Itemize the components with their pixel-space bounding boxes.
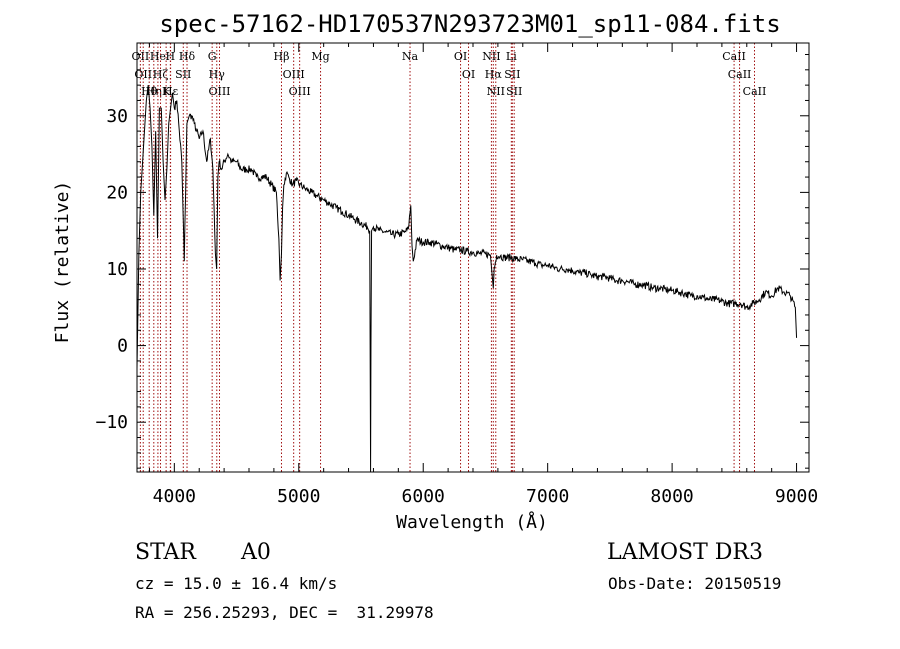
- line-marker-label-20: OI: [462, 68, 475, 81]
- line-marker-label-17: Mg: [311, 50, 329, 63]
- y-tick-label-2: 10: [106, 259, 128, 280]
- y-axis-label: Flux (relative): [52, 181, 73, 344]
- line-marker-label-24: Li: [506, 50, 517, 63]
- line-marker-label-25: SII: [504, 68, 520, 81]
- line-marker-label-2: Hθ: [141, 85, 158, 98]
- line-marker-label-15: OIII: [283, 68, 305, 81]
- obs-date-text: Obs-Date: 20150519: [608, 574, 782, 593]
- y-tick-label-4: 30: [106, 106, 128, 127]
- plot-frame: [136, 42, 810, 473]
- x-tick-label-1: 5000: [277, 486, 320, 507]
- line-marker-label-10: Hδ: [179, 50, 196, 63]
- line-marker-label-16: OIII: [289, 85, 311, 98]
- line-marker-label-22: Hα: [485, 68, 503, 81]
- line-marker-label-1: OII: [134, 68, 152, 81]
- line-marker-label-3: Hη: [146, 85, 162, 98]
- axes-layer: 4000 5000 6000 7000 8000 9000 −10 0 10 20 30: [95, 43, 818, 507]
- redshift-text: cz = 15.0 ± 16.4 km/s: [135, 574, 338, 593]
- object-class: STAR: [135, 540, 196, 565]
- line-marker-label-8: Hε: [163, 85, 179, 98]
- line-marker-label-11: G: [208, 50, 217, 63]
- coordinates-text: RA = 256.25293, DEC = 31.29978: [135, 603, 434, 622]
- x-tick-label-3: 7000: [526, 486, 569, 507]
- line-marker-label-18: Na: [402, 50, 419, 63]
- line-marker-label-6: K: [162, 85, 171, 98]
- x-tick-label-5: 9000: [775, 486, 818, 507]
- line-marker-label-12: Hγ: [209, 68, 226, 81]
- spectrum-line-0: [137, 85, 798, 472]
- line-marker-label-27: CaII: [722, 50, 746, 63]
- survey-name: LAMOST DR3: [607, 540, 763, 565]
- y-tick-label-1: 0: [117, 336, 128, 357]
- line-marker-label-28: CaII: [728, 68, 752, 81]
- x-tick-label-0: 4000: [153, 486, 196, 507]
- line-marker-label-7: H: [166, 50, 176, 63]
- line-marker-label-19: OI: [454, 50, 467, 63]
- line-marker-label-9: SII: [175, 68, 191, 81]
- line-marker-label-4: He: [150, 50, 166, 63]
- line-marker-label-23: NII: [487, 85, 505, 98]
- line-marker-label-13: OIII: [208, 85, 230, 98]
- line-marker-label-0: OII: [132, 50, 150, 63]
- line-marker-label-5: Hζ: [153, 68, 169, 81]
- line-marker-label-26: SII: [506, 85, 522, 98]
- chart-title: spec-57162-HD170537N293723M01_sp11-084.f…: [159, 10, 780, 38]
- line-marker-label-21: NII: [482, 50, 500, 63]
- x-tick-label-4: 8000: [650, 486, 693, 507]
- y-tick-label-3: 20: [106, 182, 128, 203]
- x-tick-label-2: 6000: [402, 486, 445, 507]
- spectral-subclass: A0: [241, 540, 271, 565]
- line-marker-label-14: Hβ: [274, 50, 290, 63]
- series-layer: [137, 85, 798, 472]
- y-tick-label-0: −10: [95, 412, 128, 433]
- line-marker-label-29: CaII: [743, 85, 767, 98]
- x-axis-label: Wavelength (Å): [396, 511, 548, 533]
